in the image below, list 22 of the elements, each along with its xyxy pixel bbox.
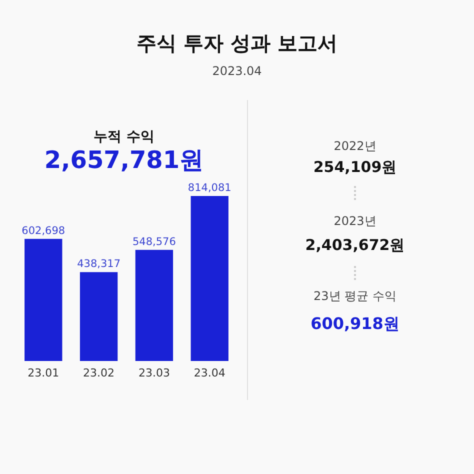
text: 23년 평균 수익 xyxy=(314,288,396,305)
bar xyxy=(135,250,174,361)
text: 누적 수익 xyxy=(94,128,154,146)
bar xyxy=(24,238,62,361)
text: 2,657,781원 xyxy=(44,145,204,176)
bar xyxy=(190,196,228,361)
text: 2023년 xyxy=(334,213,376,230)
x-tick-label: 23.01 xyxy=(28,366,60,380)
text: 2,403,672원 xyxy=(305,236,405,255)
data-label: 602,698 xyxy=(22,224,66,237)
x-tick-label: 23.02 xyxy=(83,366,115,380)
data-label: 814,081 xyxy=(188,182,232,194)
chart-title: 주식 투자 성과 보고서 xyxy=(136,30,338,57)
text: 2022년 xyxy=(334,138,376,155)
bar xyxy=(80,272,118,361)
chart-subtitle: 2023.04 xyxy=(212,64,262,78)
text: 254,109원 xyxy=(313,158,397,177)
data-label: 438,317 xyxy=(77,258,121,270)
text: 600,918원 xyxy=(310,314,400,335)
x-tick-label: 23.04 xyxy=(194,366,226,380)
x-tick-label: 23.03 xyxy=(138,366,170,380)
data-label: 548,576 xyxy=(132,236,176,248)
